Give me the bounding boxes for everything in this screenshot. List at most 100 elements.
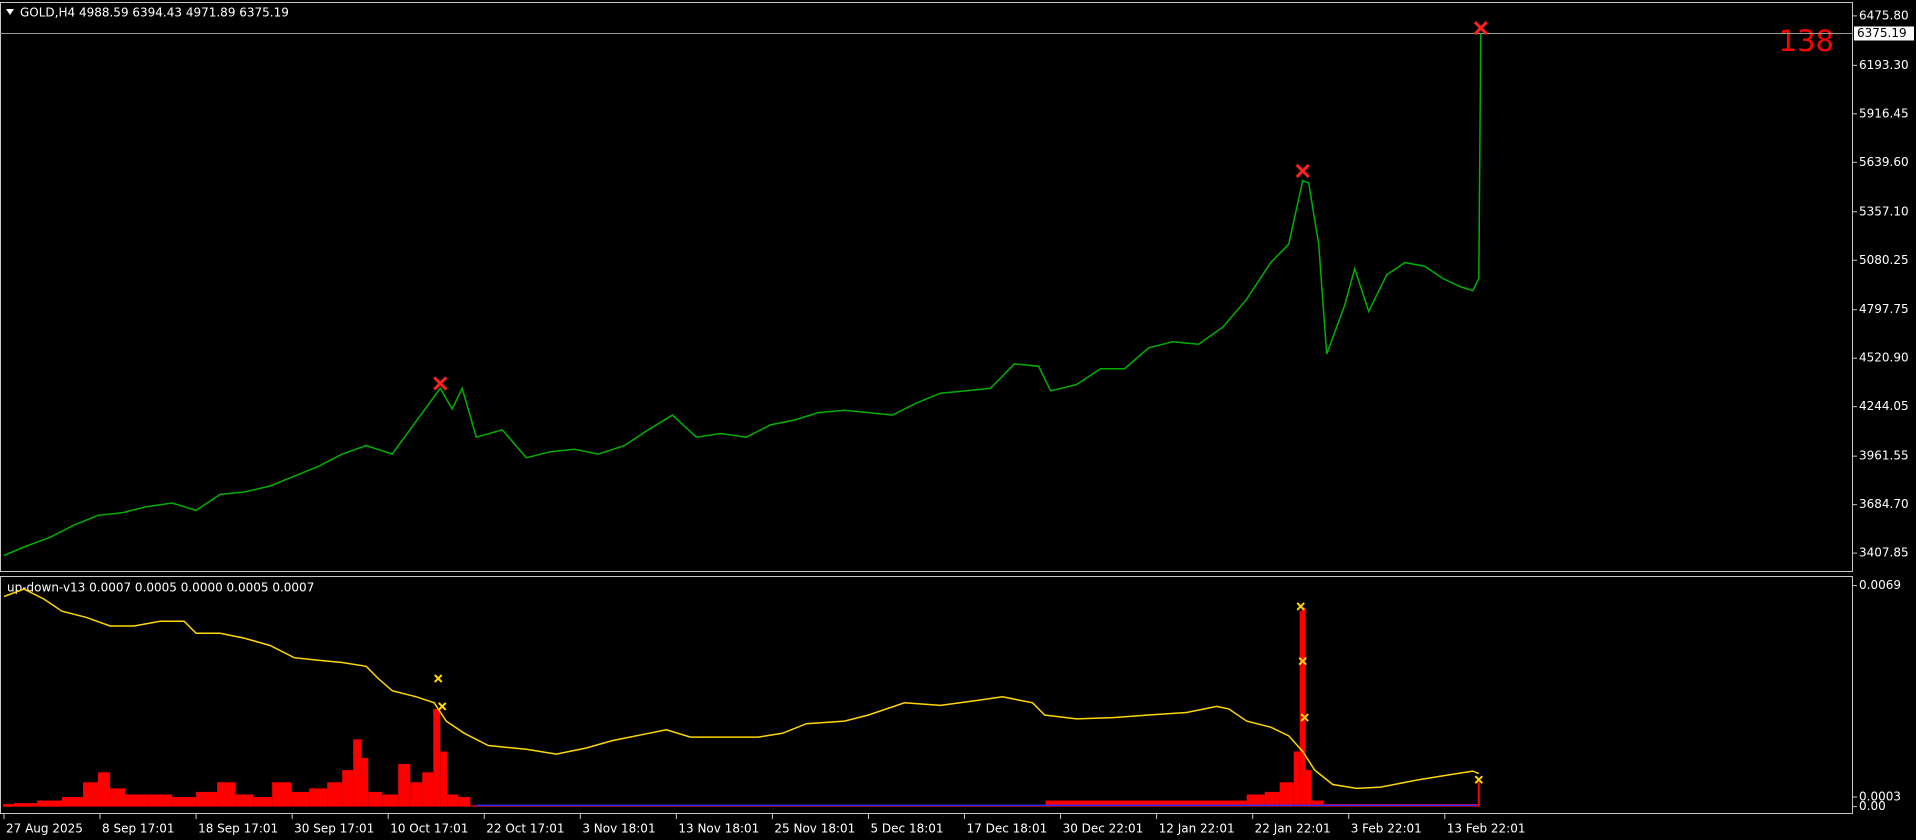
histogram-bar [327, 782, 343, 807]
histogram-bar [196, 791, 218, 807]
x-tick-label: 30 Sep 17:01 [294, 822, 374, 836]
x-tick-label: 3 Feb 22:01 [1351, 822, 1422, 836]
histogram-bar [62, 797, 84, 807]
histogram-bar [217, 782, 236, 807]
histogram-bar [1264, 791, 1280, 807]
y-tick-label: 5357.10 [1859, 204, 1909, 218]
x-tick-label: 3 Nov 18:01 [582, 822, 655, 836]
histogram-bar [172, 797, 197, 807]
cross-marker [438, 702, 447, 711]
histogram-bar [125, 794, 148, 807]
histogram-bar [1045, 800, 1247, 807]
histogram-bar [440, 751, 448, 807]
cross-stroke [438, 702, 447, 711]
y-tick-label: 3407.85 [1859, 546, 1909, 560]
indicator-title: up-down-v13 0.0007 0.0005 0.0000 0.0005 … [7, 581, 314, 595]
x-tick-label: 27 Aug 2025 [6, 822, 83, 836]
x-tick-label: 8 Sep 17:01 [102, 822, 174, 836]
histogram-bar [98, 772, 111, 807]
cross-marker [1473, 21, 1488, 36]
y-tick-label: 4520.90 [1859, 351, 1909, 365]
y-tick-label: 6193.30 [1859, 58, 1909, 72]
cross-marker [1296, 602, 1305, 611]
annotation: 138 [1779, 24, 1834, 58]
histogram-bar [14, 803, 38, 807]
histogram-bar [410, 782, 423, 807]
histogram-bar [1279, 782, 1294, 807]
y-tick-label: 0.00 [1859, 799, 1886, 813]
histogram-bar [1293, 751, 1300, 807]
x-tick-label: 22 Jan 22:01 [1255, 822, 1331, 836]
cross-stroke [1300, 713, 1309, 722]
y-tick-label: 5916.45 [1859, 106, 1909, 120]
cross-stroke [1298, 656, 1307, 666]
histogram-bar [83, 782, 99, 807]
x-tick-label: 12 Jan 22:01 [1159, 822, 1235, 836]
y-tick-label: 0.0069 [1859, 578, 1901, 592]
histogram-bar [1301, 607, 1306, 807]
cross-stroke [433, 376, 448, 391]
histogram-bar [110, 788, 126, 807]
histogram-bar [253, 797, 273, 807]
y-tick-label: 3684.70 [1859, 497, 1909, 511]
x-tick-label: 30 Dec 22:01 [1063, 822, 1144, 836]
indicator-panel-frame [0, 576, 1853, 814]
histogram-bar [447, 794, 459, 807]
histogram-bar [1305, 770, 1312, 807]
cross-marker [1474, 775, 1484, 784]
y-tick-label: 0.0003 [1859, 790, 1901, 804]
histogram-bar [422, 772, 434, 807]
y-tick-label: 5080.25 [1859, 253, 1909, 267]
histogram-bar [1246, 794, 1265, 807]
series-line [3, 588, 1480, 790]
chart-title: GOLD,H4 4988.59 6394.43 4971.89 6375.19 [20, 6, 289, 20]
histogram-bar [382, 794, 399, 807]
cross-stroke [434, 674, 443, 683]
histogram-bar [3, 804, 15, 807]
y-tick-label: 6475.80 [1859, 8, 1909, 22]
histogram-bar [458, 797, 471, 807]
x-tick-label: 22 Oct 17:01 [486, 822, 564, 836]
histogram-bar [1311, 800, 1324, 807]
cross-marker [1295, 163, 1310, 179]
cross-stroke [1296, 602, 1305, 611]
histogram-bar [433, 708, 441, 807]
current-price-box [1854, 26, 1914, 41]
x-tick-label: 5 Dec 18:01 [870, 822, 943, 836]
x-tick-label: 18 Sep 17:01 [198, 822, 278, 836]
histogram-bar [1299, 611, 1302, 807]
histogram-bar [353, 739, 362, 807]
series-line [3, 33, 1482, 557]
cross-marker [434, 674, 443, 683]
histogram-bar [291, 791, 310, 807]
histogram-bar [368, 791, 383, 807]
histogram-bar [361, 757, 369, 807]
cross-stroke [1295, 163, 1310, 179]
histogram-bar [1477, 782, 1480, 807]
x-tick-label: 17 Dec 18:01 [967, 822, 1048, 836]
menu-triangle[interactable] [6, 9, 14, 15]
cross-stroke [1473, 21, 1488, 36]
histogram-bar [342, 770, 354, 807]
x-tick-label: 13 Feb 22:01 [1447, 822, 1526, 836]
histogram-bar [235, 794, 254, 807]
cross-marker [433, 376, 448, 391]
histogram-bar [37, 800, 63, 807]
cross-marker [1300, 713, 1309, 722]
cross-stroke [1474, 775, 1484, 784]
histogram-bar [147, 794, 173, 807]
y-tick-label: 4244.05 [1859, 399, 1909, 413]
current-price-label: 6375.19 [1857, 26, 1907, 40]
y-tick-label: 3961.55 [1859, 449, 1909, 463]
x-tick-label: 25 Nov 18:01 [774, 822, 855, 836]
x-tick-label: 13 Nov 18:01 [678, 822, 759, 836]
histogram-bar [309, 788, 328, 807]
cross-marker [1298, 656, 1307, 666]
x-tick-label: 10 Oct 17:01 [390, 822, 468, 836]
price-panel-frame [0, 2, 1853, 572]
histogram-bar [272, 782, 292, 807]
y-tick-label: 4797.75 [1859, 302, 1909, 316]
